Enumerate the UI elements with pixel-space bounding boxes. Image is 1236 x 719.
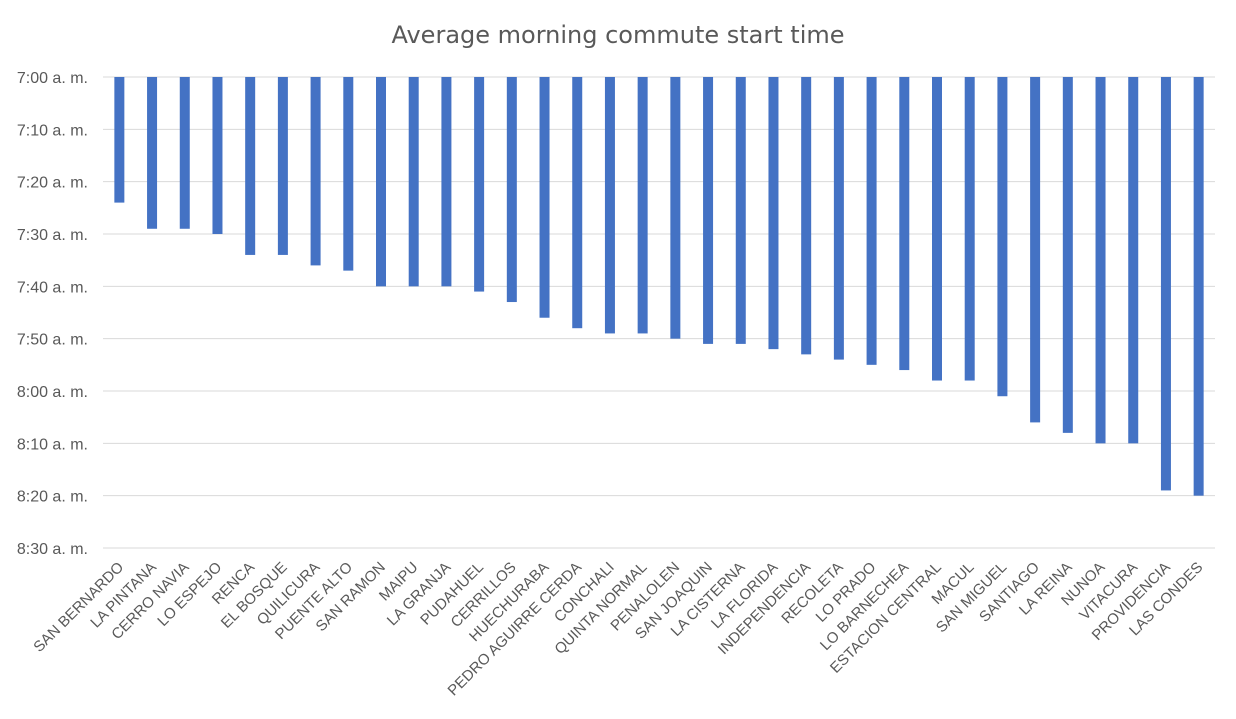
bar [539,77,550,318]
bar [376,77,386,287]
y-tick-label: 8:10 a. m. [17,436,88,453]
bar [1062,77,1073,433]
y-tick-label: 7:10 a. m. [17,122,88,139]
chart-title: Average morning commute start time [391,21,844,49]
bar [179,77,190,229]
y-tick-label: 7:30 a. m. [17,227,88,244]
bar [506,77,517,303]
bar [1193,77,1204,496]
bar [932,77,942,381]
y-axis-tick-labels: 7:00 a. m. 7:10 a. m. 7:20 a. m. 7:30 a. m.… [17,70,88,558]
bar [343,77,354,271]
bar [997,77,1008,397]
bar [604,77,615,334]
y-tick-label: 7:00 a. m. [17,70,88,87]
y-tick-label: 8:20 a. m. [17,489,88,506]
bar [147,77,158,229]
bar [768,77,779,350]
bars [114,77,1204,496]
bar [245,77,256,255]
y-tick-label: 8:30 a. m. [17,541,88,558]
bar [833,77,844,360]
bar [866,77,877,365]
bar [1030,77,1041,423]
bar [114,77,125,203]
y-tick-label: 7:50 a. m. [17,332,88,349]
gridlines [103,76,1215,549]
bar [703,77,714,344]
bar [277,77,288,255]
bar [474,77,485,292]
bar [408,77,419,287]
bar [899,77,910,371]
bar [801,77,812,355]
bar [1128,77,1139,444]
bar [637,77,648,334]
bar [212,77,223,234]
bar [572,77,583,329]
bar [310,77,321,266]
bar [1095,77,1106,444]
bar [964,77,975,381]
y-tick-label: 7:40 a. m. [17,279,88,296]
bar [735,77,746,344]
y-tick-label: 7:20 a. m. [17,175,88,192]
bar [670,77,681,339]
bar [1160,77,1171,491]
bar [441,77,452,287]
y-tick-label: 8:00 a. m. [17,384,88,401]
